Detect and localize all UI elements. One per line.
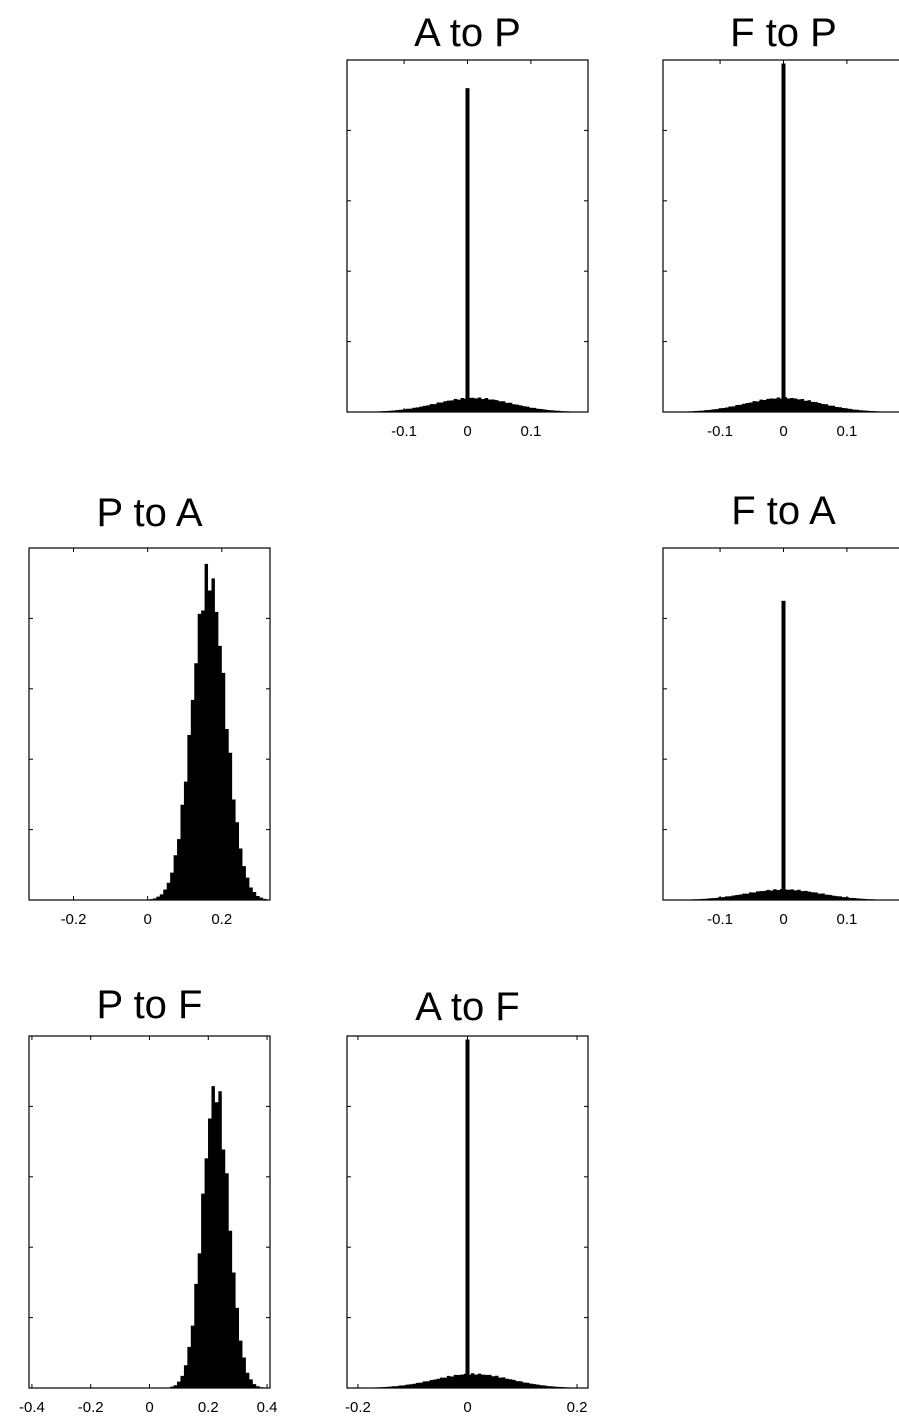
spike-bar-a-to-p bbox=[465, 88, 470, 412]
x-tick-label-f-to-p: 0 bbox=[779, 423, 787, 440]
x-tick-label-a-to-p: 0 bbox=[463, 423, 471, 440]
panel-title-a-to-p: A to P bbox=[414, 11, 521, 55]
x-tick-label-a-to-f: 0.2 bbox=[567, 1399, 588, 1416]
x-tick-label-a-to-f: 0 bbox=[463, 1399, 471, 1416]
x-tick-label-f-to-p: -0.1 bbox=[707, 423, 733, 440]
x-tick-label-a-to-f: -0.2 bbox=[345, 1399, 371, 1416]
x-tick-label-f-to-p: 0.1 bbox=[836, 423, 857, 440]
x-tick-label-p-to-f: -0.4 bbox=[19, 1399, 45, 1416]
histogram-bars-f-to-a bbox=[663, 889, 899, 900]
x-tick-label-f-to-a: 0 bbox=[779, 911, 787, 928]
axes-box-f-to-p bbox=[662, 59, 899, 413]
x-tick-label-f-to-a: 0.1 bbox=[836, 911, 857, 928]
x-tick-label-p-to-f: 0.2 bbox=[198, 1399, 219, 1416]
spike-bar-a-to-f bbox=[465, 1039, 470, 1388]
panel-title-p-to-a: P to A bbox=[96, 491, 202, 535]
x-tick-label-a-to-p: -0.1 bbox=[391, 423, 417, 440]
spike-bar-f-to-p bbox=[781, 63, 786, 413]
histogram-bars-p-to-f bbox=[29, 1086, 270, 1388]
panel-title-f-to-p: F to P bbox=[730, 11, 837, 55]
axes-box-p-to-a bbox=[28, 547, 271, 901]
x-tick-label-a-to-p: 0.1 bbox=[520, 423, 541, 440]
histogram-bars-f-to-p bbox=[663, 397, 899, 412]
spike-bar-f-to-a bbox=[781, 600, 786, 900]
x-tick-label-p-to-a: 0 bbox=[143, 911, 151, 928]
x-tick-label-f-to-a: -0.1 bbox=[707, 911, 733, 928]
panel-title-a-to-f: A to F bbox=[415, 985, 520, 1029]
axes-box-f-to-a bbox=[662, 547, 899, 901]
histogram-bars-p-to-a bbox=[29, 563, 270, 900]
panel-title-f-to-a: F to A bbox=[731, 489, 836, 533]
x-tick-label-p-to-f: 0 bbox=[145, 1399, 153, 1416]
x-tick-label-p-to-a: -0.2 bbox=[61, 911, 87, 928]
x-tick-label-p-to-a: 0.2 bbox=[211, 911, 232, 928]
panel-title-p-to-f: P to F bbox=[97, 983, 203, 1027]
x-tick-label-p-to-f: -0.2 bbox=[78, 1399, 104, 1416]
x-tick-label-p-to-f: 0.4 bbox=[257, 1399, 278, 1416]
